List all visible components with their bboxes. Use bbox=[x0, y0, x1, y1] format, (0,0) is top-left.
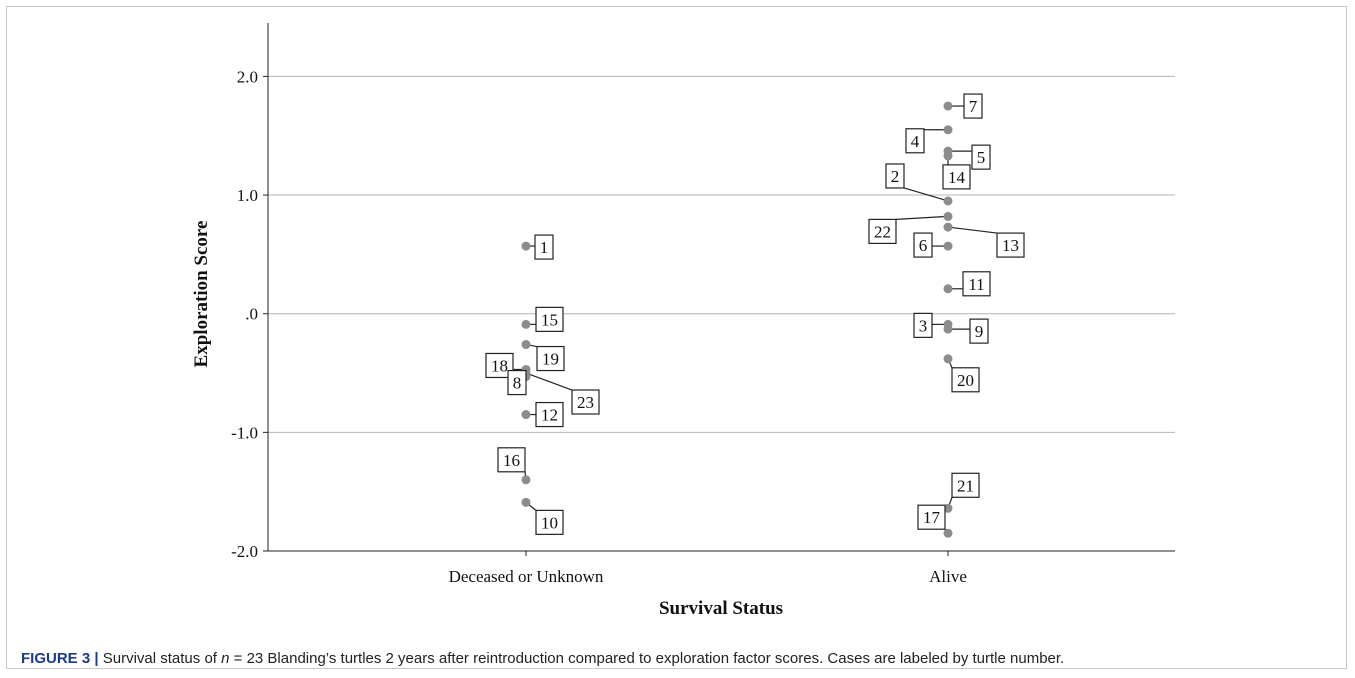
case-label-box bbox=[917, 504, 946, 530]
case-label-box bbox=[962, 271, 991, 297]
case-label-box bbox=[971, 144, 991, 170]
case-label-box bbox=[963, 93, 983, 119]
case-label: 5 bbox=[977, 148, 986, 167]
case-label: 12 bbox=[541, 406, 558, 425]
case-label-box bbox=[535, 509, 564, 535]
x-tick-label: Deceased or Unknown bbox=[449, 567, 604, 586]
data-point bbox=[943, 528, 953, 538]
x-ticks: Deceased or Unknown Alive bbox=[449, 551, 967, 586]
figure-frame: -2.0 -1.0 .0 1.0 2.0 Deceased or Unknown Aliv… bbox=[6, 6, 1347, 669]
data-points bbox=[521, 101, 953, 538]
case-label: 18 bbox=[491, 356, 508, 375]
case-label: 14 bbox=[948, 168, 966, 187]
case-label: 21 bbox=[957, 476, 974, 495]
y-tick-label: -1.0 bbox=[231, 423, 258, 442]
y-tick-label: -2.0 bbox=[231, 542, 258, 561]
y-tick-label: 2.0 bbox=[237, 67, 258, 86]
data-point bbox=[943, 151, 953, 161]
case-label-box bbox=[951, 367, 980, 393]
scatter-chart: -2.0 -1.0 .0 1.0 2.0 Deceased or Unknown Aliv… bbox=[191, 23, 1175, 619]
case-label-box bbox=[507, 369, 527, 396]
leader-line bbox=[525, 372, 573, 391]
y-ticks: -2.0 -1.0 .0 1.0 2.0 bbox=[231, 67, 268, 561]
leader-line bbox=[895, 215, 949, 221]
case-label: 22 bbox=[874, 222, 891, 241]
caption-n: n bbox=[221, 650, 230, 667]
data-point bbox=[521, 241, 531, 251]
case-label: 23 bbox=[577, 393, 594, 412]
case-label: 17 bbox=[923, 508, 941, 527]
data-point bbox=[521, 475, 531, 485]
data-point bbox=[943, 284, 953, 294]
case-label: 7 bbox=[969, 97, 978, 116]
case-label: 11 bbox=[968, 275, 984, 294]
leader-line bbox=[903, 187, 949, 202]
case-label-box bbox=[534, 234, 554, 260]
figure-label: FIGURE 3 bbox=[21, 650, 91, 667]
case-label-box bbox=[942, 164, 971, 190]
case-label-box bbox=[868, 218, 897, 245]
case-label: 2 bbox=[891, 167, 900, 186]
x-tick-label: Alive bbox=[929, 567, 967, 586]
data-point bbox=[943, 241, 953, 251]
data-point bbox=[943, 324, 953, 334]
case-label: 15 bbox=[541, 310, 558, 329]
case-label-box bbox=[996, 232, 1025, 258]
case-label: 6 bbox=[919, 236, 928, 255]
data-point bbox=[521, 319, 531, 329]
data-point bbox=[521, 410, 531, 420]
case-label-box bbox=[913, 312, 933, 338]
data-point bbox=[943, 101, 953, 111]
case-label: 3 bbox=[919, 316, 928, 335]
data-point bbox=[943, 125, 953, 135]
caption-text-after: = 23 Blanding’s turtles 2 years after re… bbox=[229, 650, 1065, 667]
case-label: 19 bbox=[542, 350, 559, 369]
case-label-box bbox=[536, 345, 565, 372]
case-label-box bbox=[571, 389, 600, 415]
case-label-box bbox=[905, 128, 925, 154]
caption-text-before: Survival status of bbox=[102, 650, 222, 667]
case-label: 20 bbox=[957, 371, 974, 390]
case-label: 16 bbox=[503, 451, 520, 470]
y-axis-title: Exploration Score bbox=[191, 221, 212, 368]
axes bbox=[267, 23, 1175, 552]
case-label-box bbox=[969, 318, 989, 344]
x-axis-title: Survival Status bbox=[659, 598, 783, 619]
data-point bbox=[943, 222, 953, 232]
case-label: 4 bbox=[911, 132, 920, 151]
case-label-box bbox=[535, 401, 564, 428]
y-tick-label: 1.0 bbox=[237, 186, 258, 205]
data-point bbox=[943, 211, 953, 221]
case-label-box bbox=[497, 447, 526, 473]
case-label: 8 bbox=[513, 374, 522, 393]
case-label: 10 bbox=[541, 513, 558, 532]
gridlines bbox=[268, 75, 1175, 433]
figure-caption: FIGURE 3 | Survival status of n = 23 Bla… bbox=[21, 650, 1351, 667]
data-point bbox=[943, 354, 953, 364]
y-tick-label: .0 bbox=[245, 305, 258, 324]
data-point bbox=[521, 340, 531, 350]
case-label: 9 bbox=[975, 322, 984, 341]
data-point bbox=[521, 497, 531, 507]
case-label: 13 bbox=[1002, 236, 1019, 255]
leader-line bbox=[947, 226, 998, 234]
data-point bbox=[943, 196, 953, 206]
case-label-box bbox=[485, 352, 514, 379]
case-label-box bbox=[885, 163, 905, 189]
case-label-box bbox=[951, 472, 980, 498]
case-label: 1 bbox=[540, 238, 549, 257]
data-point bbox=[943, 503, 953, 513]
figure-separator: | bbox=[94, 650, 99, 667]
case-label-box bbox=[535, 306, 564, 332]
case-label-box bbox=[913, 232, 933, 258]
